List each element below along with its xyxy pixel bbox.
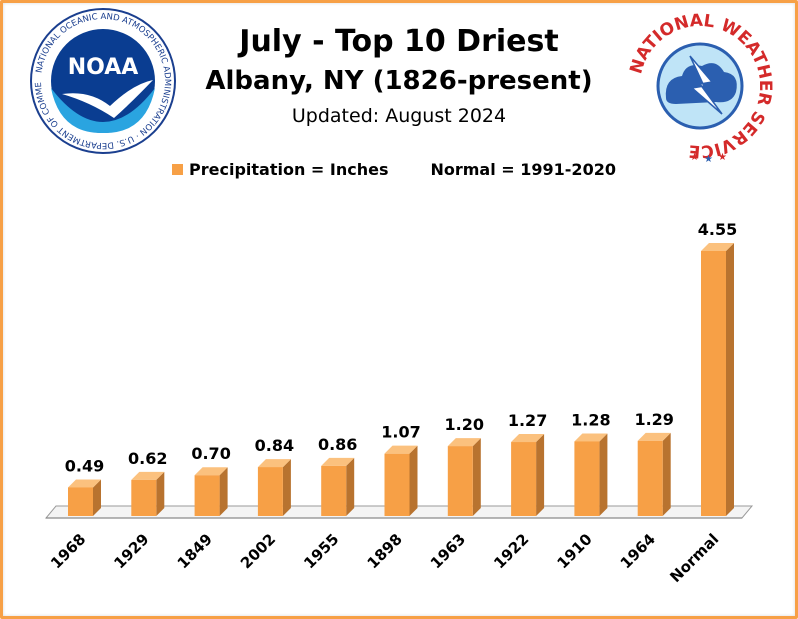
bar-value-label: 1.29 (634, 410, 673, 429)
bar (321, 465, 347, 516)
bar-side (472, 438, 481, 516)
bar-value-label: 1.27 (508, 411, 547, 430)
bar-value-label: 1.07 (381, 423, 420, 442)
bar-top (384, 445, 418, 454)
bar-top (574, 433, 608, 442)
x-tick-label: 1955 (300, 530, 342, 572)
bar-side (93, 479, 101, 516)
legend-series-label: Precipitation = Inches (189, 160, 389, 179)
bar (637, 440, 663, 516)
bar (511, 442, 537, 516)
x-tick-label: 2002 (237, 530, 279, 572)
noaa-logo-text: NOAA (68, 55, 139, 80)
bar-side (219, 467, 228, 516)
bar-side (662, 432, 671, 516)
bar (574, 441, 600, 516)
bar (68, 487, 93, 516)
bar (257, 467, 283, 516)
bar-value-label: 0.49 (65, 456, 104, 475)
bar-value-label: 4.55 (698, 220, 737, 239)
bar (194, 475, 220, 516)
noaa-logo: NATIONAL OCEANIC AND ATMOSPHERIC ADMINIS… (25, 0, 178, 160)
bar-value-label: 0.62 (128, 449, 167, 468)
bar-side (599, 433, 608, 516)
bar-value-label: 1.20 (445, 415, 484, 434)
bar-top (131, 471, 165, 480)
bar-top (637, 432, 671, 441)
bar-side (409, 445, 418, 516)
nws-logo: NATIONAL WEATHER SERVICE ★ ★ ★ (620, 6, 780, 170)
chart-subtitle: Albany, NY (1826-present) (205, 66, 593, 96)
bar-top (68, 479, 101, 488)
bar-side (536, 434, 545, 516)
x-tick-label: 1964 (617, 530, 659, 572)
x-tick-label: 1922 (490, 530, 532, 572)
bar-side (156, 471, 165, 516)
bar (384, 453, 410, 516)
updated-text: Updated: August 2024 (291, 105, 507, 127)
x-tick-label: 1963 (427, 530, 469, 572)
bar-value-label: 0.70 (191, 444, 230, 463)
star-icon: ★ (704, 154, 713, 165)
bar-top (701, 243, 734, 251)
legend: Precipitation = Inches Normal = 1991-2020 (172, 160, 616, 179)
bar (701, 251, 726, 516)
star-icon: ★ (718, 152, 727, 163)
bar (447, 446, 473, 516)
x-tick-label: 1898 (364, 530, 406, 572)
bar-top (257, 459, 291, 468)
x-tick-label: 1929 (110, 530, 152, 572)
x-tick-label: 1968 (47, 530, 89, 572)
bar (131, 479, 157, 516)
x-tick-label: 1849 (174, 530, 216, 572)
legend-swatch (172, 164, 183, 175)
bar-top (194, 467, 228, 476)
bar-value-label: 1.28 (571, 410, 610, 429)
chart-title: July - Top 10 Driest (239, 24, 559, 59)
bar-side (726, 243, 734, 516)
bar-side (282, 459, 291, 516)
bar-value-label: 0.84 (255, 436, 294, 455)
bar-top (447, 438, 481, 447)
legend-normal-note: Normal = 1991-2020 (430, 160, 616, 179)
x-tick-label: 1910 (553, 530, 595, 572)
bar-top (511, 434, 545, 443)
star-icon: ★ (690, 152, 699, 163)
x-tick-label: Normal (666, 530, 722, 586)
bar-side (346, 457, 355, 516)
bar-top (321, 457, 355, 466)
bar-value-label: 0.86 (318, 435, 357, 454)
